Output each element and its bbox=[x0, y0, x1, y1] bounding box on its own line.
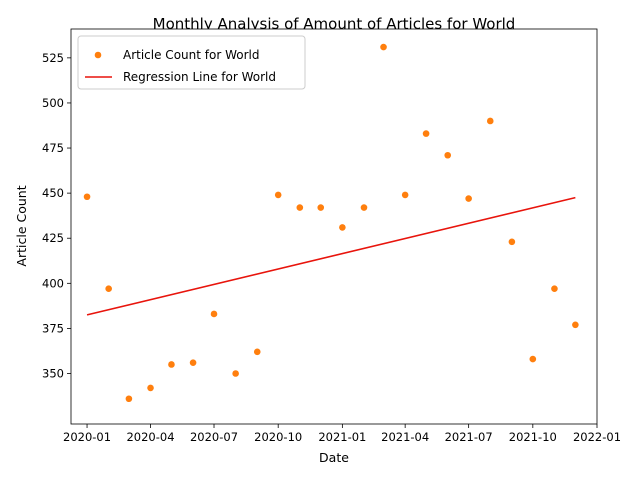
legend-label-scatter: Article Count for World bbox=[123, 48, 259, 62]
y-tick-label-8: 525 bbox=[42, 51, 64, 65]
plot-frame bbox=[70, 28, 598, 425]
data-point-4 bbox=[147, 384, 154, 392]
y-tick-label-7: 500 bbox=[42, 96, 64, 110]
y-tick-label-4: 425 bbox=[42, 231, 64, 245]
legend-label-line: Regression Line for World bbox=[123, 70, 276, 84]
x-tick-label-2: 2020-04 bbox=[126, 430, 174, 444]
data-point-18 bbox=[444, 151, 452, 159]
data-point-15 bbox=[380, 43, 387, 51]
data-point-16 bbox=[401, 191, 409, 199]
scatter-series bbox=[83, 43, 579, 403]
data-point-23 bbox=[551, 285, 558, 293]
data-point-13 bbox=[339, 224, 346, 231]
data-point-17 bbox=[422, 130, 430, 137]
x-axis: 2020-01 2020-04 2020-07 2020-10 2021-01 2021-… bbox=[63, 424, 621, 444]
x-tick-label-9: 2022-01 bbox=[573, 430, 621, 444]
data-point-11 bbox=[296, 204, 304, 211]
x-tick-label-3: 2020-07 bbox=[190, 430, 238, 444]
legend-box bbox=[77, 35, 306, 90]
x-tick-label-8: 2021-10 bbox=[509, 430, 557, 444]
x-tick-label-1: 2020-01 bbox=[63, 430, 111, 444]
regression-series bbox=[86, 196, 576, 316]
data-point-10 bbox=[274, 191, 282, 199]
y-tick-label-2: 375 bbox=[42, 321, 64, 335]
data-point-24 bbox=[572, 321, 579, 329]
y-tick-label-6: 475 bbox=[42, 141, 64, 155]
y-tick-label-5: 450 bbox=[42, 186, 64, 200]
x-tick-label-5: 2021-01 bbox=[318, 430, 366, 444]
x-axis-label: Date bbox=[319, 450, 349, 465]
data-point-5 bbox=[168, 361, 175, 368]
data-point-20 bbox=[486, 117, 494, 125]
data-point-21 bbox=[508, 238, 516, 246]
plot-area bbox=[71, 29, 597, 424]
x-tick-label-4: 2020-10 bbox=[254, 430, 302, 444]
x-tick-label-6: 2021-04 bbox=[381, 430, 429, 444]
y-tick-label-1: 350 bbox=[42, 366, 64, 380]
chart-title: Monthly Analysis of Amount of Articles f… bbox=[153, 15, 516, 33]
y-axis-label: Article Count bbox=[14, 185, 29, 266]
data-point-2 bbox=[105, 285, 112, 293]
data-point-19 bbox=[465, 195, 472, 202]
legend-marker-scatter bbox=[94, 51, 102, 59]
data-point-12 bbox=[317, 204, 325, 211]
data-point-3 bbox=[125, 395, 133, 403]
data-point-14 bbox=[360, 204, 368, 211]
data-point-6 bbox=[189, 359, 197, 366]
y-axis: 350 375 400 425 450 475 500 525 bbox=[42, 51, 71, 380]
data-point-22 bbox=[529, 355, 537, 363]
x-tick-label-7: 2021-07 bbox=[445, 430, 493, 444]
data-point-1 bbox=[83, 193, 91, 201]
data-point-9 bbox=[253, 348, 261, 356]
data-point-7 bbox=[210, 310, 218, 318]
regression-line bbox=[86, 196, 576, 316]
data-point-8 bbox=[232, 370, 239, 377]
y-tick-label-3: 400 bbox=[42, 276, 64, 290]
legend: Article Count for World Regression Line … bbox=[77, 35, 306, 90]
